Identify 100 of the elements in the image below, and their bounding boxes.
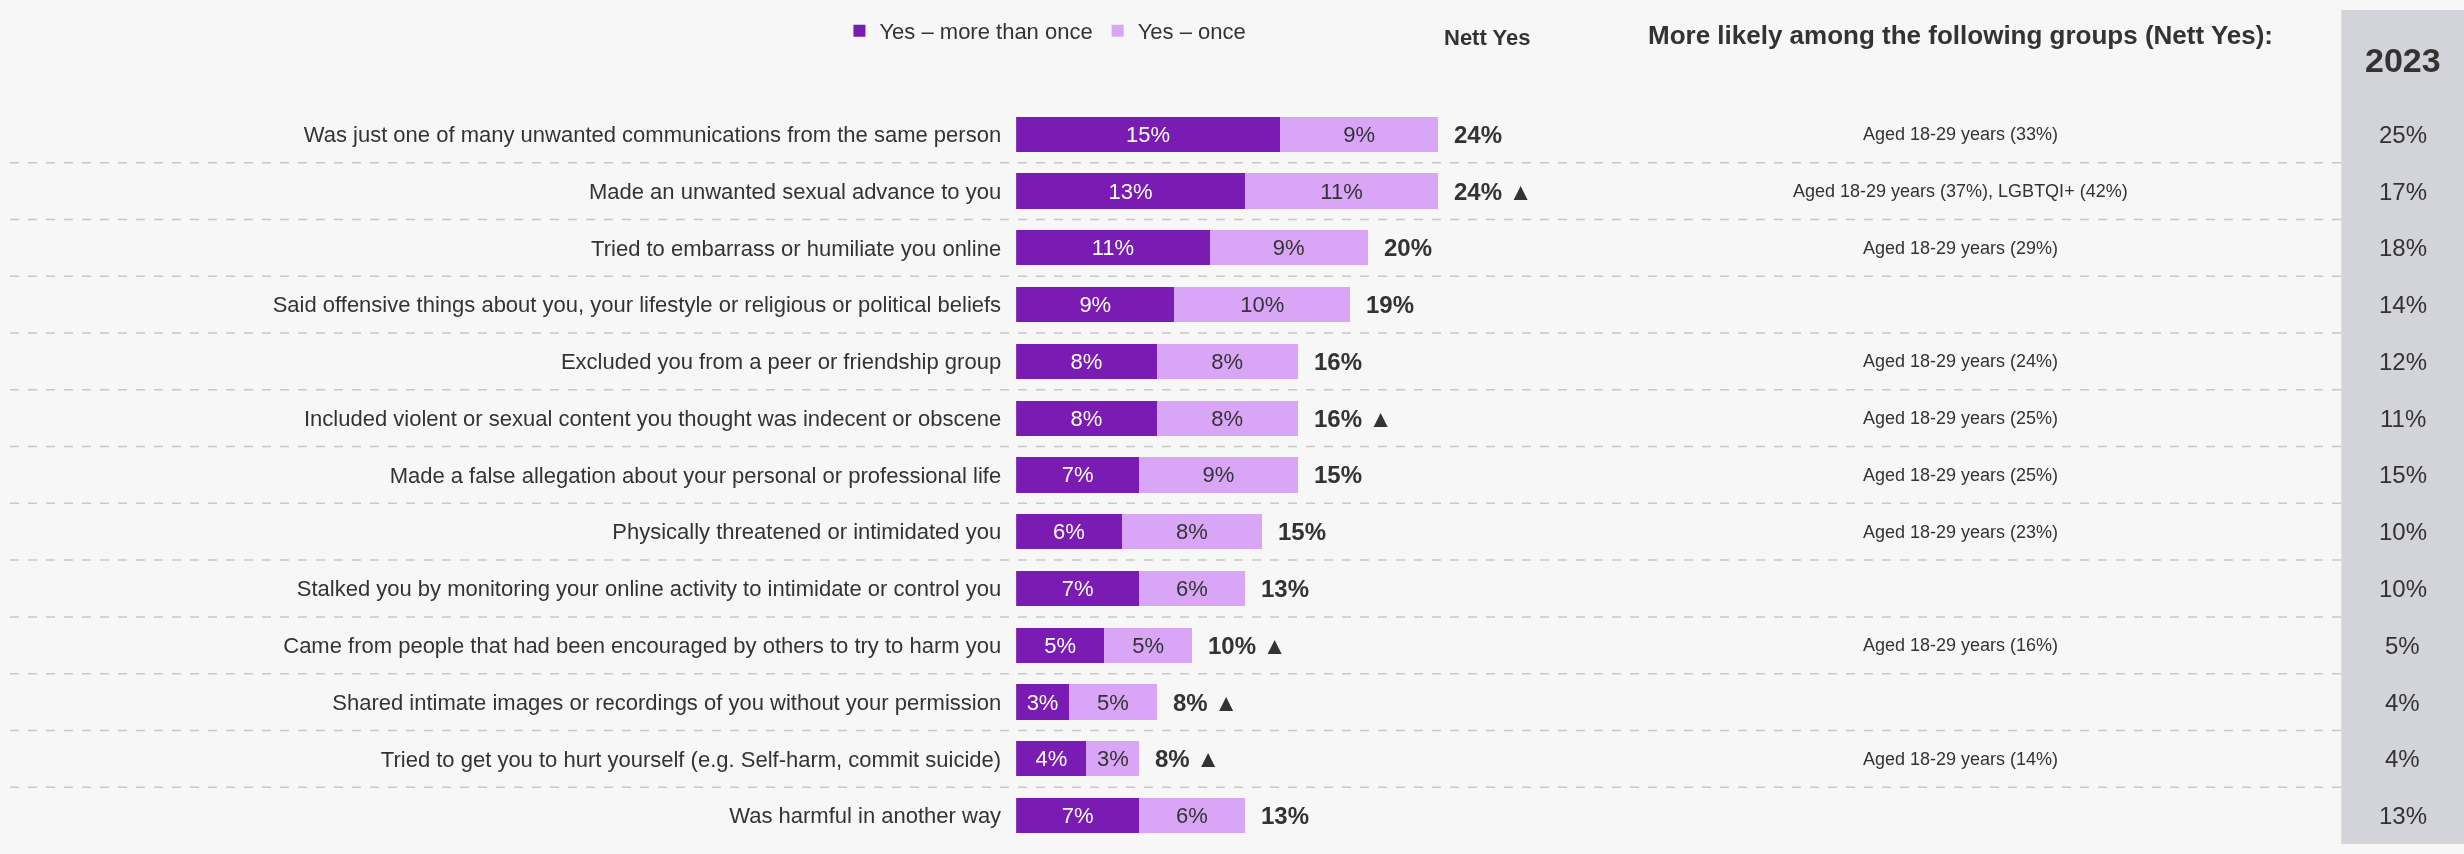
total-label: 13% [1261, 575, 1310, 602]
y-tick-label: Physically threatened or intimidated you [612, 519, 1002, 545]
total-label: 19% [1366, 291, 1415, 318]
total-label: 15% [1314, 461, 1363, 488]
text: Aged 18-29 years (25%) [1863, 465, 2059, 485]
data-label: 11% [1091, 235, 1135, 261]
bar [1139, 798, 1245, 834]
text: 4% [2385, 745, 2420, 772]
text: 14% [2379, 291, 2428, 318]
text: Aged 18-29 years (16%) [1863, 635, 2059, 655]
data-label: 13% [1108, 178, 1153, 204]
bar [1016, 570, 1140, 607]
total-label: 16% [1314, 348, 1363, 375]
text: 25% [2379, 121, 2428, 148]
bar [1016, 116, 1280, 152]
data-label: 6% [1053, 519, 1085, 545]
bar [1209, 230, 1368, 266]
bar [1121, 514, 1263, 550]
y-tick-label: Tried to get you to hurt yourself (e.g. Self-harm, commit suicide) [380, 746, 1002, 772]
y-tick-label: Tried to embarrass or humiliate you online [591, 235, 1002, 261]
bar [1139, 570, 1245, 607]
total-label: 13% [1261, 802, 1310, 829]
y-tick-label: Said offensive things about you, your lifestyle or religious or political beliefs [272, 292, 1002, 318]
bar [1279, 116, 1439, 152]
text: Aged 18-29 years (33%) [1863, 124, 2059, 144]
text: 10% [2379, 518, 2428, 545]
y-tick-label: Shared intimate images or recordings of you without your permission [332, 689, 1002, 715]
y-tick-label: Was harmful in another way [729, 803, 1002, 829]
bar [1244, 173, 1439, 209]
y-tick-label: Was just one of many unwanted communications from the same person [303, 122, 1002, 147]
bar [1068, 684, 1157, 720]
data-label: 6% [1176, 576, 1208, 602]
text: Aged 18-29 years (37%), LGBTQI+ (42%) [1793, 181, 2128, 201]
y-tick-label: Included violent or sexual content you thought was indecent or obscene [304, 405, 1002, 431]
text: Aged 18-29 years (24%) [1863, 351, 2059, 371]
text: 4% [2385, 689, 2420, 716]
total-label: 24% ▲ [1454, 178, 1533, 205]
total-label: 16% ▲ [1314, 405, 1393, 432]
data-label: 4% [1035, 746, 1068, 772]
data-label: 3% [1026, 689, 1059, 715]
data-label: 7% [1061, 462, 1094, 488]
bar [1016, 287, 1175, 323]
data-label: 6% [1176, 803, 1208, 829]
y-tick-label: Came from people that had been encouraged by others to try to harm you [283, 632, 1002, 658]
y-tick-label: Made a false allegation about your personal or professional life [389, 462, 1002, 488]
bar [1016, 798, 1140, 834]
y-tick-label: Stalked you by monitoring your online activity to intimidate or control you [296, 576, 1002, 602]
bar [1104, 627, 1193, 663]
data-label: 3% [1096, 746, 1129, 772]
bar [1016, 457, 1140, 493]
total-label: 24% [1454, 121, 1503, 148]
text: 17% [2379, 178, 2428, 205]
bar [1016, 230, 1210, 266]
total-label: 8% ▲ [1173, 689, 1239, 716]
text: Aged 18-29 years (29%) [1863, 238, 2059, 258]
data-label: 15% [1126, 121, 1171, 147]
total-label: 8% ▲ [1155, 745, 1221, 772]
bar [1016, 627, 1105, 663]
data-label: 11% [1320, 178, 1363, 204]
total-label: 20% [1384, 234, 1433, 261]
text: More likely among the following groups (Nett Yes): [1648, 20, 2274, 50]
text: 13% [2379, 802, 2428, 829]
data-label: 9% [1079, 292, 1112, 318]
text: 15% [2379, 461, 2428, 488]
data-label: 9% [1343, 121, 1375, 147]
text: Aged 18-29 years (23%) [1863, 522, 2059, 542]
text: 12% [2379, 348, 2428, 375]
data-label: 7% [1061, 803, 1094, 829]
bar [1016, 343, 1157, 379]
bar [1016, 173, 1245, 209]
text: 5% [2385, 632, 2420, 659]
text: 18% [2379, 234, 2428, 261]
bar [1174, 287, 1351, 323]
bar [1156, 400, 1298, 436]
bar [1139, 457, 1298, 493]
data-label: 5% [1132, 632, 1164, 658]
text: Nett Yes [1444, 25, 1531, 50]
legend-label: Yes – once [1137, 19, 1246, 45]
data-label: 5% [1044, 632, 1077, 658]
data-label: 8% [1211, 405, 1244, 431]
text: 11% [2380, 405, 2427, 432]
y-tick-label: Excluded you from a peer or friendship group [560, 349, 1002, 375]
text: Aged 18-29 years (25%) [1863, 408, 2059, 428]
data-label: 7% [1061, 576, 1094, 602]
bar [1016, 400, 1157, 436]
data-label: 8% [1176, 519, 1208, 545]
data-label: 10% [1240, 292, 1285, 318]
bar [1156, 343, 1298, 379]
text: Aged 18-29 years (14%) [1863, 749, 2059, 769]
bar [1016, 514, 1122, 550]
text: 10% [2379, 575, 2428, 602]
data-label: 8% [1211, 348, 1244, 374]
data-label: 9% [1272, 235, 1305, 261]
data-label: 9% [1202, 462, 1235, 488]
data-label: 8% [1070, 405, 1103, 431]
y-tick-label: Made an unwanted sexual advance to you [588, 178, 1002, 204]
legend-label: Yes – more than once [879, 19, 1093, 45]
text: 2023 [2365, 41, 2441, 79]
data-label: 5% [1096, 689, 1129, 715]
total-label: 15% [1278, 518, 1327, 545]
